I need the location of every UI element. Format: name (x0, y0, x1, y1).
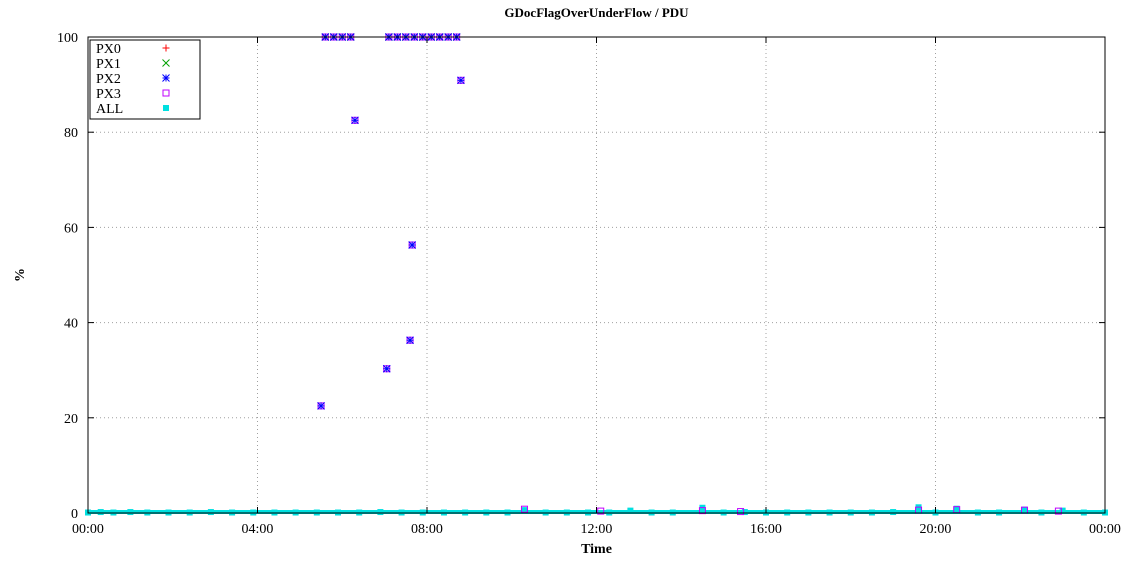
data-point (457, 76, 465, 85)
x-tick-label: 16:00 (750, 522, 782, 537)
legend-marker (162, 74, 170, 82)
data-point (377, 509, 384, 516)
data-point (317, 402, 325, 410)
y-tick-label: 80 (64, 126, 78, 141)
data-point (97, 509, 104, 516)
legend-label: ALL (96, 102, 123, 117)
legend-label: PX0 (96, 42, 121, 57)
legend-box (89, 39, 201, 120)
data-point (1021, 506, 1028, 513)
data-point (127, 509, 134, 516)
data-point (953, 505, 960, 512)
x-tick-label: 08:00 (411, 522, 443, 537)
x-axis-label: Time (581, 542, 612, 557)
grid-layer (88, 37, 1105, 513)
marker-stroke (351, 116, 359, 125)
data-point (520, 505, 528, 513)
x-tick-label: 04:00 (242, 522, 274, 537)
y-tick-label: 60 (64, 221, 78, 236)
data-point (698, 507, 706, 515)
data-point (408, 241, 417, 249)
marker-stroke (408, 241, 417, 249)
data-point (351, 116, 359, 125)
data-point (1059, 507, 1066, 514)
data-point (627, 507, 634, 514)
data-point (406, 336, 414, 345)
series-PX2 (317, 33, 465, 410)
series-PX3 (317, 33, 1062, 516)
y-tick-label: 100 (57, 31, 78, 46)
tick-layer: 00:00 04:00 08:00 12:00 16:00 20:00 00:0002040… (57, 31, 1121, 537)
data-point (207, 509, 214, 516)
x-tick-label: 00:00 (1089, 522, 1121, 537)
legend-marker (163, 105, 169, 111)
marker-stroke (162, 59, 170, 67)
marker-stroke (406, 336, 414, 345)
data-point (890, 509, 897, 516)
legend-marker (162, 44, 170, 52)
y-tick-label: 0 (71, 507, 78, 522)
data-point (741, 509, 748, 516)
data-point (382, 364, 391, 373)
legend-marker (162, 59, 170, 67)
marker-stroke (382, 364, 391, 373)
y-axis-label: % (13, 268, 28, 282)
chart-title: GDocFlagOverUnderFlow / PDU (504, 5, 689, 20)
data-point (521, 507, 528, 514)
data-point (1054, 507, 1062, 515)
x-tick-label: 00:00 (72, 522, 104, 537)
marker-stroke (162, 74, 170, 82)
data-point (737, 508, 745, 516)
x-tick-label: 12:00 (581, 522, 613, 537)
y-tick-label: 20 (64, 412, 78, 427)
legend-label: PX3 (96, 87, 121, 102)
legend-label: PX1 (96, 57, 121, 72)
data-point (597, 507, 605, 515)
marker-stroke (457, 76, 465, 85)
y-tick-label: 40 (64, 317, 78, 332)
x-tick-label: 20:00 (920, 522, 952, 537)
marker-stroke (317, 402, 325, 410)
legend-label: PX2 (96, 72, 121, 87)
legend-marker (162, 89, 170, 97)
